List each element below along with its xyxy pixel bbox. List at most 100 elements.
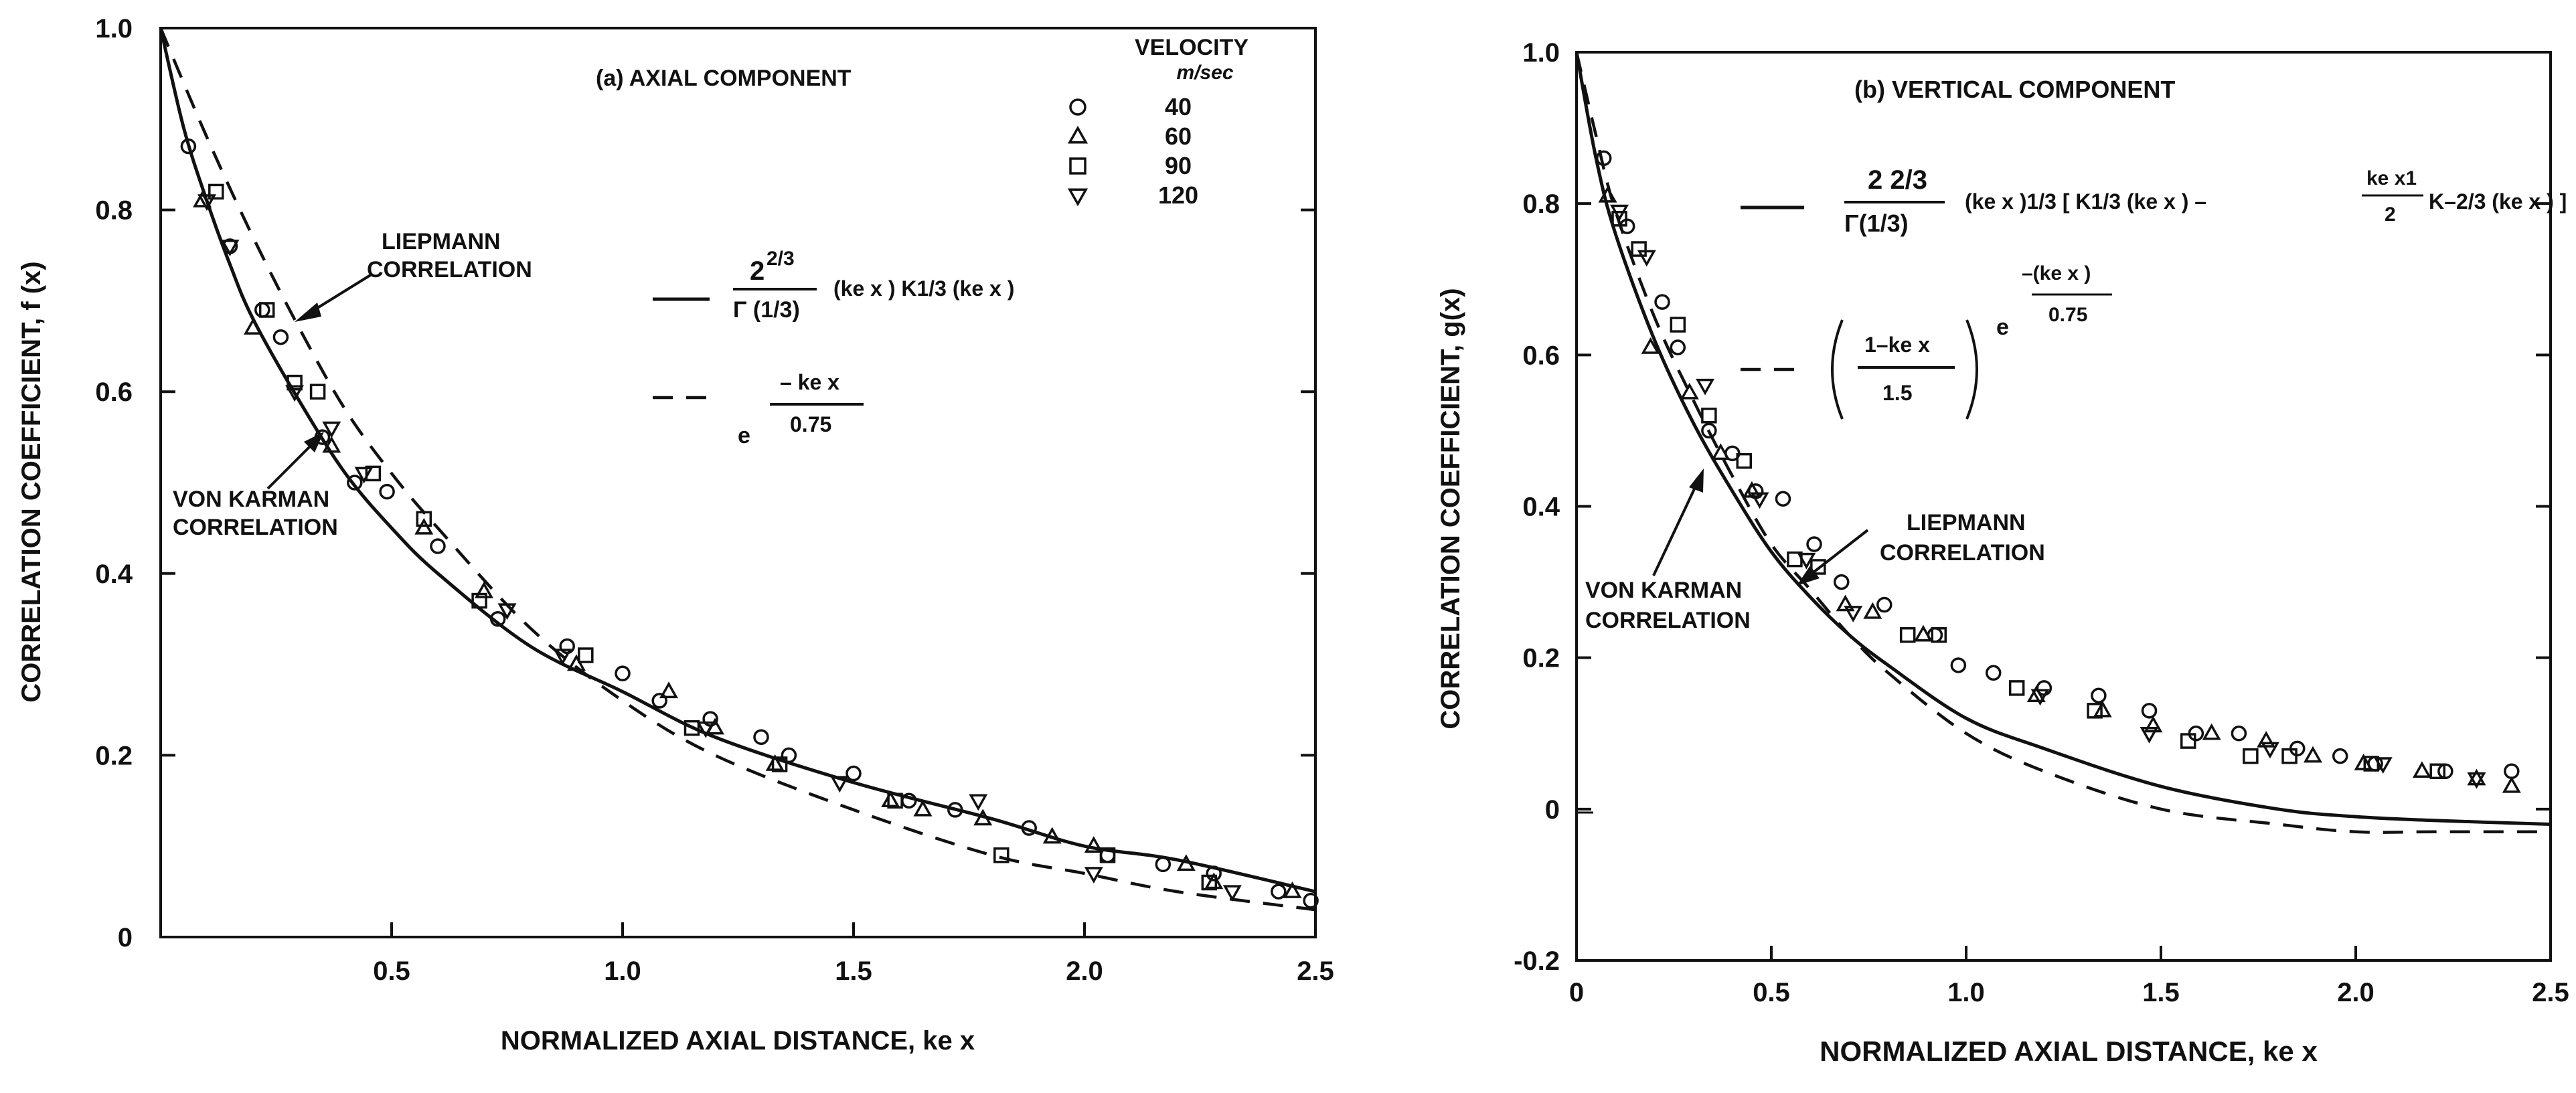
von-karman-arrowhead bbox=[304, 432, 324, 452]
data-point-triangle-down bbox=[553, 649, 572, 666]
von-karman-label-b: VON KARMAN CORRELATION bbox=[1585, 578, 1751, 633]
data-point-square bbox=[2087, 703, 2103, 719]
panel-b-x-axis-label: NORMALIZED AXIAL DISTANCE, ke x bbox=[1820, 1035, 2318, 1067]
data-point-circle bbox=[489, 610, 506, 627]
x-tick-label: 2.5 bbox=[2532, 978, 2569, 1007]
data-point-square bbox=[887, 792, 903, 809]
data-point-circle bbox=[1775, 491, 1791, 507]
data-point-triangle-down bbox=[354, 467, 374, 484]
data-point-triangle-up bbox=[1836, 594, 1855, 612]
data-point-triangle-down bbox=[1610, 204, 1629, 222]
von-karman-arrow bbox=[266, 439, 317, 490]
panel-b-liepmann-annotation: LIEPMANN CORRELATION bbox=[1797, 510, 2045, 586]
data-point-triangle-up bbox=[475, 581, 493, 598]
data-point-square bbox=[1099, 847, 1116, 863]
formula-b-frac-num: ke x1 bbox=[2366, 167, 2417, 189]
y-tick-label: -0.2 bbox=[1514, 946, 1560, 976]
data-point-circle bbox=[1701, 422, 1717, 439]
data-point-triangle-down bbox=[1844, 606, 1863, 622]
formula-a-body: (ke x ) K1/3 (ke x ) bbox=[833, 276, 1014, 301]
data-point-square bbox=[471, 592, 487, 609]
data-point-triangle-up bbox=[414, 517, 434, 535]
formula-b-paren-left bbox=[1831, 319, 1844, 420]
data-point-square bbox=[1670, 317, 1686, 333]
formula-b2-paren-den: 1.5 bbox=[1882, 381, 1912, 405]
data-point-circle bbox=[272, 329, 289, 345]
x-tick-label: 2.0 bbox=[1066, 956, 1103, 986]
y-tick-label: 0.6 bbox=[1522, 341, 1560, 370]
data-point-square bbox=[416, 511, 432, 527]
data-point-square bbox=[2008, 680, 2025, 696]
data-point-square bbox=[1899, 626, 1916, 643]
y-tick-label: 0 bbox=[1545, 795, 1560, 825]
data-point-triangle-up bbox=[2144, 716, 2163, 733]
data-point-triangle-down bbox=[1750, 492, 1769, 509]
panel-b-ticks bbox=[1575, 51, 2552, 962]
liepmann-arrow-b bbox=[1806, 529, 1869, 578]
data-point-triangle-up bbox=[1283, 881, 1302, 898]
formula-b-den: Γ(1/3) bbox=[1844, 209, 1909, 237]
data-point-triangle-up bbox=[973, 809, 993, 826]
data-point-triangle-up bbox=[244, 318, 262, 335]
x-tick-label: 1.0 bbox=[604, 956, 641, 986]
data-point-triangle-up bbox=[1042, 827, 1062, 844]
data-point-square bbox=[208, 183, 224, 200]
data-point-triangle-down bbox=[2030, 689, 2050, 706]
data-point-triangle-down bbox=[1084, 867, 1103, 884]
data-point-triangle-up bbox=[2257, 730, 2276, 748]
y-tick-label: 0.2 bbox=[1522, 644, 1560, 673]
data-point-circle bbox=[379, 483, 395, 500]
data-point-square bbox=[578, 647, 594, 663]
x-tick-label: 0 bbox=[1569, 978, 1584, 1007]
legend-subtitle: m/sec bbox=[1176, 62, 1233, 84]
data-point-circle bbox=[781, 747, 797, 764]
formula-a2-num: – ke x bbox=[780, 370, 839, 394]
data-point-triangle-up bbox=[2026, 685, 2046, 702]
data-point-triangle-up bbox=[659, 681, 678, 699]
data-point-triangle-up bbox=[1598, 185, 1617, 203]
data-point-triangle-up bbox=[1913, 624, 1933, 642]
liepmann-curve bbox=[159, 27, 1316, 912]
data-point-triangle-down bbox=[696, 721, 716, 738]
formula-a-num: 2 bbox=[750, 256, 764, 286]
data-point-circle bbox=[846, 765, 862, 782]
panel-b-formula-dashed: 1–ke x 1.5 e –(ke x ) 0.75 bbox=[1741, 262, 2112, 420]
data-point-square bbox=[1631, 241, 1647, 257]
data-point-square bbox=[2243, 748, 2259, 764]
von-karman-curve bbox=[1575, 52, 2551, 826]
data-point-square bbox=[309, 384, 326, 400]
data-point-triangle-up bbox=[322, 436, 341, 453]
liepmann-arrowhead-b bbox=[1797, 566, 1820, 586]
panel-a-plot-frame bbox=[159, 27, 1317, 938]
y-tick-label: 0.2 bbox=[95, 741, 133, 770]
data-point-triangle-up bbox=[1084, 836, 1103, 853]
legend-label: 90 bbox=[1165, 152, 1192, 179]
x-tick-label: 0.5 bbox=[373, 956, 410, 986]
data-point-circle bbox=[1670, 339, 1686, 355]
panel-b-title: (b) VERTICAL COMPONENT bbox=[1854, 76, 2175, 103]
data-point-square bbox=[1810, 559, 1826, 575]
data-point-circle bbox=[1950, 657, 1967, 673]
data-point-square bbox=[2180, 733, 2196, 749]
data-point-square bbox=[771, 756, 788, 772]
data-point-circle bbox=[180, 138, 197, 155]
y-tick-label: 0.4 bbox=[1522, 493, 1560, 522]
data-point-circle bbox=[615, 665, 631, 681]
data-point-triangle-up bbox=[765, 754, 785, 771]
data-point-triangle-down bbox=[2260, 742, 2279, 759]
data-point-circle bbox=[2091, 687, 2107, 703]
formula-b-body: (ke x )1/3 [ K1/3 (ke x ) – bbox=[1965, 189, 2206, 214]
data-point-triangle-down bbox=[2467, 772, 2486, 789]
x-tick-label: 2.0 bbox=[2337, 978, 2374, 1007]
x-tick-label: 2.5 bbox=[1297, 956, 1334, 986]
data-point-triangle-up bbox=[1176, 854, 1196, 871]
data-point-triangle-down bbox=[2373, 757, 2393, 774]
data-point-triangle-down bbox=[285, 385, 305, 402]
y-tick-label: 0.8 bbox=[95, 196, 133, 226]
data-point-triangle-down bbox=[1696, 378, 1715, 396]
y-tick-label: 0.4 bbox=[95, 560, 133, 589]
data-point-triangle-down bbox=[1797, 552, 1816, 570]
y-tick-label: 0 bbox=[118, 923, 133, 952]
data-point-circle bbox=[1876, 596, 1893, 613]
data-point-circle bbox=[1271, 884, 1287, 900]
